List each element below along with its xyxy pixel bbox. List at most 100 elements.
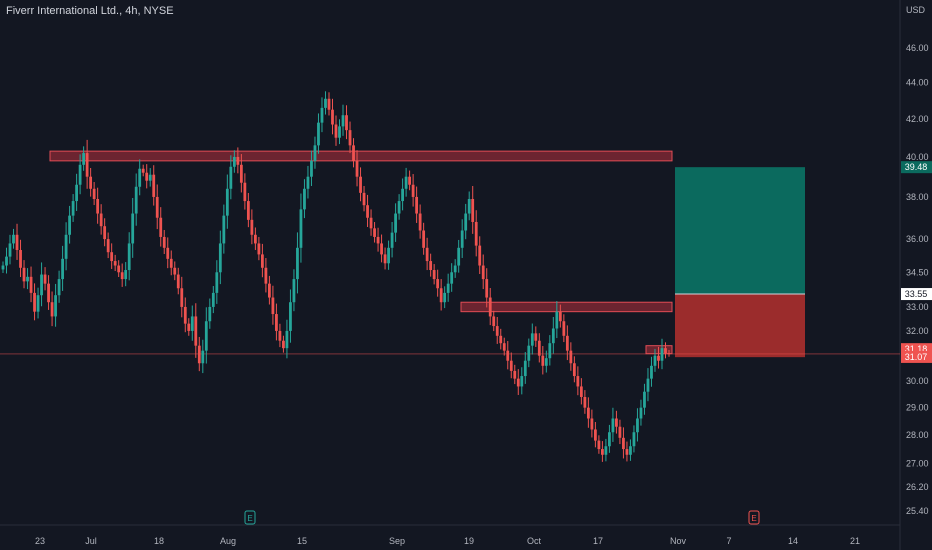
candle-body <box>397 201 401 214</box>
candle-body <box>282 340 285 349</box>
y-tick-label: 25.40 <box>906 506 929 516</box>
candle-body <box>208 306 212 322</box>
candle-body <box>92 188 96 200</box>
y-tick-label: 34.50 <box>906 267 929 277</box>
y-tick-label: 46.00 <box>906 43 929 53</box>
candle-body <box>401 188 404 202</box>
candle-body <box>89 176 93 189</box>
candle-body <box>653 355 657 366</box>
candle-body <box>376 236 380 244</box>
candle-body <box>439 288 443 303</box>
y-tick-label: 32.00 <box>906 326 929 336</box>
candle-body <box>43 274 47 284</box>
candle-body <box>425 247 429 262</box>
candle-body <box>481 265 485 280</box>
candle-body <box>271 297 275 315</box>
candle-body <box>520 376 524 387</box>
candle-body <box>509 360 513 371</box>
candle-body <box>313 145 317 161</box>
candle-body <box>289 302 292 331</box>
candle-body <box>1 265 5 270</box>
candle-body <box>159 217 163 237</box>
candle-body <box>201 350 205 364</box>
candle-body <box>380 243 383 255</box>
candle-body <box>457 247 461 266</box>
candle-body <box>232 156 236 167</box>
y-tick-label: 44.00 <box>906 78 929 88</box>
candle-body <box>204 321 208 351</box>
earnings-marker[interactable] <box>748 510 760 525</box>
candle-body <box>467 199 471 214</box>
candle-body <box>590 418 594 430</box>
candle-body <box>366 205 369 218</box>
candle-body <box>162 236 166 248</box>
y-tick-label: 38.00 <box>906 192 929 202</box>
y-tick-label: 36.00 <box>906 234 929 244</box>
candle-body <box>78 164 82 185</box>
candle-body <box>523 360 527 377</box>
resistance-zone[interactable] <box>49 150 673 162</box>
candle-body <box>8 243 12 257</box>
candle-body <box>299 209 303 248</box>
y-tick-label: 40.00 <box>906 152 929 162</box>
x-tick-label: Aug <box>220 536 236 546</box>
candle-body <box>453 265 457 273</box>
candle-body <box>71 201 75 216</box>
candle-body <box>324 98 327 108</box>
candle-body <box>502 343 506 351</box>
candle-body <box>152 174 156 197</box>
candle-body <box>134 186 138 214</box>
candle-body <box>345 115 348 131</box>
candle-body <box>64 234 68 259</box>
small-zone-zone[interactable] <box>645 345 673 355</box>
candle-body <box>387 247 390 264</box>
position-stop-area[interactable] <box>675 294 805 358</box>
candle-body <box>61 258 64 280</box>
candle-body <box>604 446 608 455</box>
candle-body <box>138 168 142 187</box>
y-tick-label: 30.00 <box>906 376 929 386</box>
candle-body <box>667 353 671 355</box>
candle-body <box>331 109 334 125</box>
candle-body <box>303 188 306 210</box>
candle-body <box>215 272 219 293</box>
candle-body <box>597 440 601 450</box>
candle-body <box>29 276 33 293</box>
candle-body <box>555 311 559 329</box>
candle-body <box>362 192 366 206</box>
candle-body <box>127 243 131 271</box>
x-tick-label: 14 <box>788 536 798 546</box>
candle-body <box>183 306 187 324</box>
candle-body <box>169 258 173 268</box>
position-target-area[interactable] <box>675 167 805 295</box>
candle-body <box>657 355 660 361</box>
candle-body <box>180 288 184 307</box>
candle-body <box>155 196 159 218</box>
support-zone[interactable] <box>460 301 673 313</box>
x-tick-label: Oct <box>527 536 542 546</box>
candle-body <box>106 239 110 253</box>
candle-body <box>190 316 194 331</box>
candle-body <box>558 311 562 322</box>
candle-body <box>622 437 625 450</box>
candle-body <box>145 172 149 181</box>
candle-body <box>586 407 590 419</box>
candle-body <box>446 283 450 293</box>
candle-body <box>225 188 229 216</box>
earnings-marker[interactable] <box>244 510 256 525</box>
candle-body <box>197 345 201 364</box>
candle-body <box>443 292 447 303</box>
candle-body <box>516 378 520 387</box>
y-tick-label: 27.00 <box>906 458 929 468</box>
candle-body <box>572 363 576 377</box>
candle-body <box>99 213 103 227</box>
candle-body <box>317 122 320 146</box>
candle-body <box>579 386 583 397</box>
last-price-price-tag <box>901 350 932 363</box>
candle-body <box>495 326 499 336</box>
candle-body <box>12 234 15 244</box>
stop-price-tag-label: 31.18 <box>905 344 928 354</box>
candle-body <box>390 232 394 248</box>
candle-body <box>124 270 128 280</box>
